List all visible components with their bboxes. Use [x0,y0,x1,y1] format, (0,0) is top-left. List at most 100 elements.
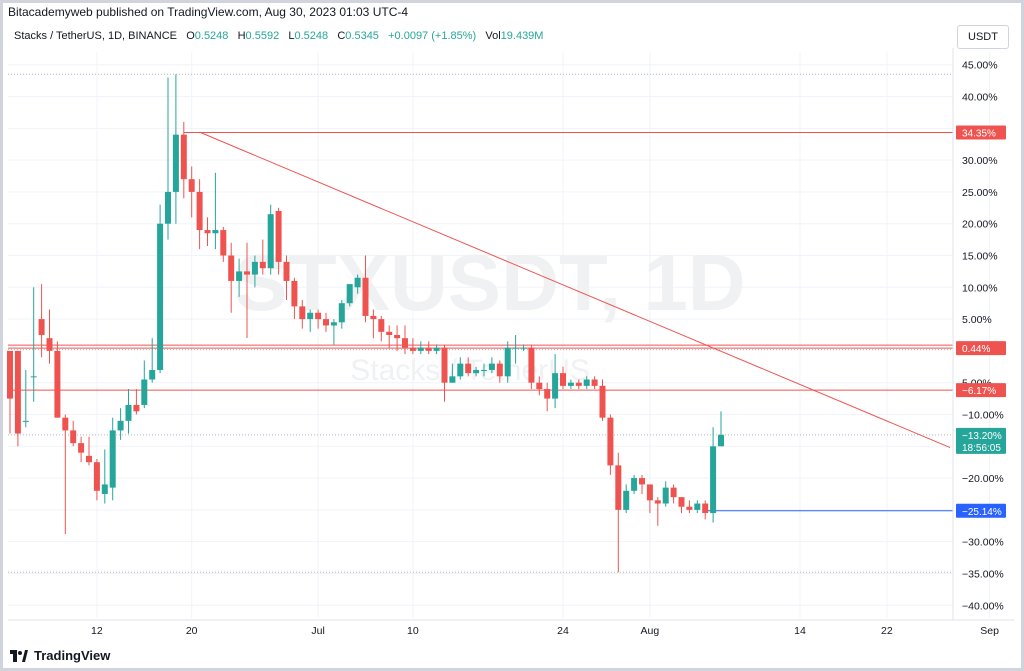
candle-body [662,487,669,504]
candle-body [330,322,337,326]
candle-body [70,430,77,444]
level-badge [956,503,1006,518]
level-badge-label: −6.17% [962,386,996,397]
tradingview-brand[interactable]: TradingView [34,648,111,663]
candle-body [291,280,298,307]
candle-body [615,465,622,510]
x-tick-label: 10 [407,625,419,637]
candle-body [78,443,85,453]
current-price-label: −13.20% [962,431,1002,442]
candle-body [394,335,401,339]
candle-body [702,503,709,514]
y-tick-label: −30.00% [962,537,1004,549]
candle-body [449,376,456,383]
current-price-badge [956,427,1006,454]
candle-body [346,284,353,304]
candle-body [710,446,717,514]
candle-body [30,376,37,378]
candle-body [544,389,551,399]
candle-body [117,420,124,431]
y-tick-label: 45.00% [962,60,998,72]
publish-header: Bitacademyweb published on TradingView.c… [8,5,409,19]
candle-body [141,379,148,405]
level-badge [956,383,1006,398]
symbol-label[interactable]: Stacks / TetherUS, 1D, BINANCE [14,30,178,42]
candle-body [7,350,13,399]
candle-body [441,347,448,383]
candle-body [165,191,171,224]
candle-body [433,347,440,351]
candle-body [109,430,116,488]
currency-button[interactable]: USDT [957,25,1009,49]
candle-body [591,379,598,386]
countdown-label: 18:56:05 [962,443,1001,454]
candle-body [38,319,45,335]
candle-body [646,484,653,501]
candle-body [457,363,464,377]
ohlc-legend: Stacks / TetherUS, 1D, BINANCE O0.5248 H… [14,30,543,42]
low-label: L [288,30,295,42]
candle-body [465,363,472,374]
candle-body [22,420,29,422]
candle-body [251,261,258,275]
y-tick-label: 30.00% [962,155,998,167]
candle-body [378,319,385,332]
candle-body [180,134,187,180]
candle-body [575,382,582,386]
candle-body [93,462,100,491]
y-tick-label: 10.00% [962,282,998,294]
candle-body [386,331,393,335]
high-label: H [237,30,246,42]
candle-body [62,417,69,431]
candle-body [694,503,701,510]
x-tick-label: Jul [311,625,324,637]
y-tick-label: 25.00% [962,187,998,199]
candle-body [583,379,590,386]
candle-body [631,478,638,491]
candle-body [212,230,219,234]
level-badge-label: 0.44% [962,344,990,355]
watermark-symbol: STXUSDT, 1D [234,238,745,327]
y-tick-label: 15.00% [962,251,998,263]
level-badge-label: 34.35% [962,128,996,139]
candle-body [86,455,92,463]
trendline [199,131,951,449]
tradingview-logo-icon [10,649,28,662]
high-value: 0.5592 [245,30,280,42]
candle-body [512,347,519,349]
candle-body [323,319,329,326]
level-badge [956,341,1006,356]
candle-body [283,261,290,281]
candle-body [307,312,314,320]
candle-body [259,261,266,269]
candle-body [639,478,645,485]
candle-body [362,277,369,316]
candle-body [188,179,195,192]
x-tick-label: 12 [91,625,103,637]
y-tick-label: −40.00% [962,600,1004,612]
candle-body [220,230,227,256]
x-tick-label: 24 [557,625,569,637]
y-tick-label: −20.00% [962,473,1004,485]
candle-body [172,134,179,192]
volume-value: 19.439M [500,30,544,42]
candle-body [236,271,243,281]
candle-body [46,338,53,351]
x-tick-label: 22 [881,625,893,637]
candle-body [607,417,614,466]
y-tick-label: −10.00% [962,409,1004,421]
x-tick-label: 20 [186,625,198,637]
candle-body [654,500,661,504]
y-tick-label: 40.00% [962,92,998,104]
open-value: 0.5248 [194,30,229,42]
candle-body [196,191,203,231]
candle-body [718,434,724,447]
candle-body [14,350,21,434]
candle-body [204,230,211,234]
candle-body [149,369,156,380]
candle-body [125,404,132,421]
candle-body [473,369,480,374]
candle-body [275,210,282,262]
